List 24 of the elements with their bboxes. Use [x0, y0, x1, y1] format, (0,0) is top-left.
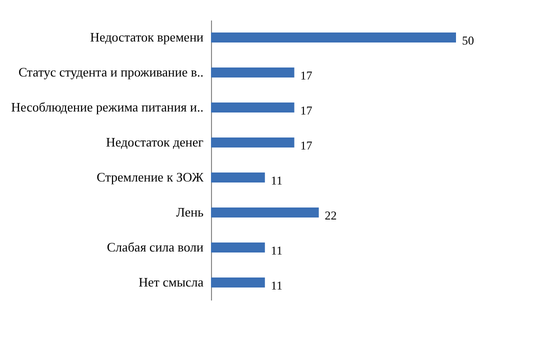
bar [211, 242, 265, 252]
bar [211, 278, 265, 288]
data-label: 11 [270, 244, 282, 258]
data-label: 17 [300, 104, 312, 118]
y-tick-label: Стремление к ЗОЖ [96, 170, 204, 184]
bar [211, 172, 265, 182]
y-tick-label: Недостаток денег [106, 134, 204, 150]
y-tick-label: Нет смысла [138, 274, 204, 290]
data-label: 50 [462, 34, 474, 48]
y-tick-label: Несоблюдение режима питания и.. [11, 100, 204, 114]
y-tick-label: Слабая сила воли [106, 240, 204, 254]
y-tick-label: Статус студента и проживание в.. [18, 64, 204, 80]
y-tick-label: Недостаток времени [90, 30, 204, 44]
data-label: 22 [324, 208, 337, 222]
data-label: 17 [300, 68, 312, 82]
data-label: 17 [300, 138, 312, 152]
data-label: 11 [270, 174, 282, 188]
bar [211, 32, 456, 42]
y-tick-label: Лень [176, 204, 204, 220]
data-label: 11 [270, 278, 282, 292]
bar [211, 102, 294, 112]
bar [211, 208, 319, 218]
bar [211, 138, 294, 148]
bar [211, 68, 294, 78]
